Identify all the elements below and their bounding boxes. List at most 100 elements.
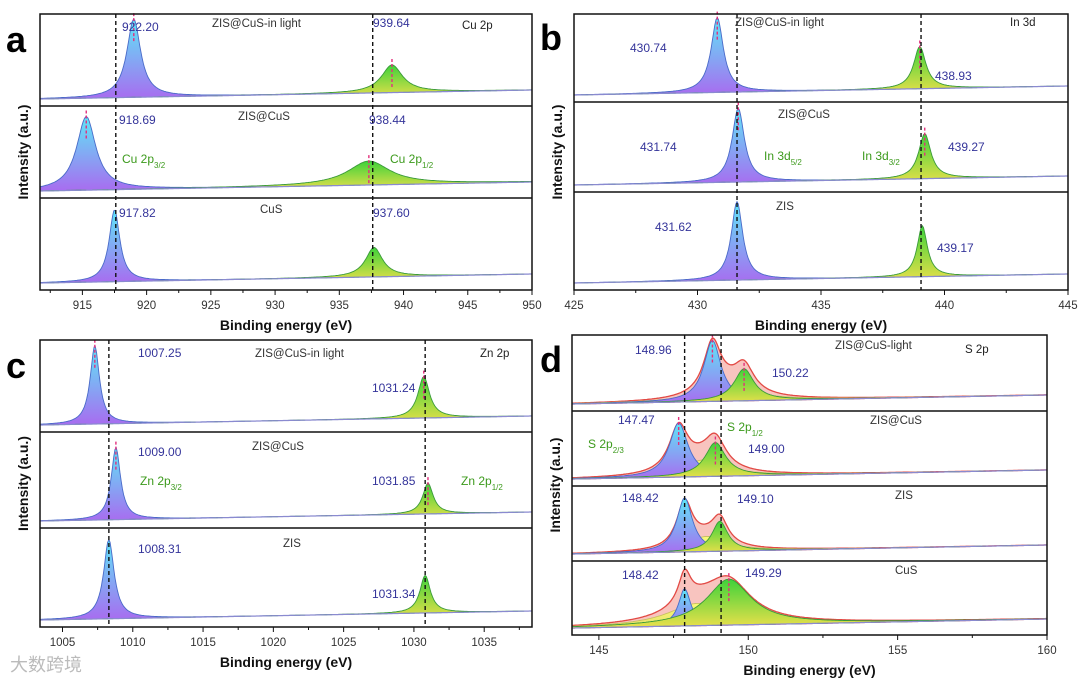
- x-tick-label: 935: [330, 300, 349, 312]
- annotation-val: 430.74: [630, 41, 667, 55]
- annotation-sample: ZIS: [776, 201, 794, 213]
- annotation-title: In 3d: [1010, 17, 1036, 29]
- annotation-text: 1031.85: [372, 474, 416, 488]
- baseline: [574, 85, 1068, 96]
- annotation-val: 917.82: [119, 206, 156, 220]
- x-tick-label: 155: [888, 645, 907, 657]
- peak-in-3d5-2: [574, 200, 1068, 284]
- peak-cu-2p3-2: [40, 116, 532, 192]
- annotation-val: 937.60: [373, 206, 410, 220]
- panel-letter: b: [540, 17, 562, 58]
- annotation-text: ZIS@CuS: [238, 111, 290, 123]
- subplot-zis: [574, 200, 1068, 284]
- x-tick-label: 1025: [331, 637, 357, 649]
- x-tick-label: 430: [688, 300, 707, 312]
- peak-in-3d5-2: [574, 16, 1068, 96]
- annotation-sample: ZIS@CuS-light: [835, 340, 913, 352]
- subplot-zis-cus-light: [572, 334, 1047, 405]
- annotation-comp: S 2p2/3: [588, 437, 624, 455]
- annotation-text: 431.62: [655, 220, 692, 234]
- x-tick-label: 145: [589, 645, 608, 657]
- annotation-text: 147.47: [618, 413, 655, 427]
- annotation-text: Cu 2p: [122, 152, 154, 166]
- x-tick-label: 445: [1058, 300, 1077, 312]
- annotation-sample: ZIS@CuS-in light: [212, 18, 302, 30]
- annotation-text: 148.42: [622, 491, 659, 505]
- annotation-text: 917.82: [119, 206, 156, 220]
- annotation-text: 439.27: [948, 140, 985, 154]
- annotation-text: 149.00: [748, 442, 785, 456]
- x-tick-label: 915: [73, 300, 92, 312]
- annotation-val: 1031.34: [372, 587, 416, 601]
- annotation-text: 918.69: [119, 113, 156, 127]
- subplot-zis: [572, 497, 1047, 555]
- annotation-text: Zn 2p: [480, 348, 509, 360]
- annotation-text: 1009.00: [138, 445, 182, 459]
- x-tick-label: 940: [394, 300, 413, 312]
- baseline: [574, 175, 1068, 186]
- annotation-val: 149.29: [745, 566, 782, 580]
- baseline: [40, 610, 532, 621]
- annotation-comp: In 3d5/2: [764, 149, 802, 167]
- plot-frame: [39, 339, 533, 628]
- baseline: [572, 544, 1047, 555]
- annotation-subscript: 5/2: [791, 158, 803, 167]
- baseline: [572, 618, 1047, 629]
- annotation-sample: ZIS@CuS: [252, 441, 304, 453]
- panel-b: 425 430 435 440 445 Binding energy (eV) Intens…: [540, 11, 1078, 333]
- annotation-val: 439.27: [948, 140, 985, 154]
- annotation-val: 938.44: [369, 113, 406, 127]
- x-tick-label: 425: [564, 300, 583, 312]
- baseline: [40, 273, 532, 284]
- x-tick-label: 1015: [190, 637, 216, 649]
- annotation-val: 149.00: [748, 442, 785, 456]
- annotation-text: 149.29: [745, 566, 782, 580]
- annotation-val: 148.42: [622, 491, 659, 505]
- baseline: [574, 273, 1068, 284]
- annotation-text: In 3d: [862, 149, 889, 163]
- x-tick-label: 1010: [120, 637, 146, 649]
- panel-c: 1005 1010 1015 1020 1025 1030 1035 Binding ener…: [6, 339, 533, 670]
- annotation-val: 148.42: [622, 568, 659, 582]
- x-tick-label: 925: [201, 300, 220, 312]
- annotation-val: 439.17: [937, 241, 974, 255]
- annotation-sample: ZIS@CuS-in light: [735, 17, 825, 29]
- peak-zn-2p3-2: [40, 538, 532, 621]
- annotation-text: ZIS@CuS: [252, 441, 304, 453]
- annotation-title: S 2p: [965, 344, 989, 356]
- annotation-text: In 3d: [1010, 17, 1036, 29]
- annotation-text: 438.93: [935, 69, 972, 83]
- annotation-sample: CuS: [260, 204, 283, 216]
- baseline: [572, 469, 1047, 480]
- annotation-text: ZIS@CuS-in light: [735, 17, 825, 29]
- annotation-sample: ZIS@CuS-in light: [255, 348, 345, 360]
- annotation-comp: Zn 2p3/2: [140, 474, 182, 492]
- panel-letter: a: [6, 19, 27, 60]
- annotation-sample: ZIS: [283, 538, 301, 550]
- panel-letter: c: [6, 345, 26, 386]
- annotation-text: 1031.24: [372, 381, 416, 395]
- annotation-val: 147.47: [618, 413, 655, 427]
- annotation-text: In 3d: [764, 149, 791, 163]
- annotation-text: ZIS@CuS: [778, 109, 830, 121]
- y-axis-label: Intensity (a.u.): [15, 105, 31, 200]
- annotation-subscript: 2/3: [613, 446, 625, 455]
- annotation-subscript: 1/2: [752, 429, 764, 438]
- annotation-val: 1031.85: [372, 474, 416, 488]
- annotation-sample: ZIS: [895, 490, 913, 502]
- annotation-text: S 2p: [727, 420, 752, 434]
- x-tick-label: 160: [1037, 645, 1056, 657]
- peak-in-3d3-2: [574, 224, 1068, 284]
- annotation-text: 1031.34: [372, 587, 416, 601]
- annotation-text: ZIS@CuS: [870, 415, 922, 427]
- annotation-subscript: 3/2: [154, 161, 166, 170]
- x-tick-label: 945: [458, 300, 477, 312]
- x-tick-label: 435: [811, 300, 830, 312]
- annotation-val: 1008.31: [138, 542, 182, 556]
- annotation-val: 150.22: [772, 366, 809, 380]
- x-tick-label: 1005: [50, 637, 76, 649]
- annotation-comp: S 2p1/2: [727, 420, 763, 438]
- annotation-text: Cu 2p: [462, 20, 493, 32]
- annotation-comp: Cu 2p3/2: [122, 152, 166, 170]
